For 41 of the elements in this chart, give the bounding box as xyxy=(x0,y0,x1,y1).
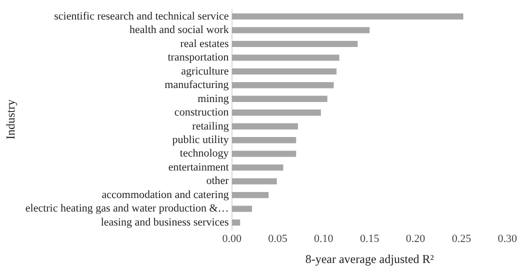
bar xyxy=(232,27,370,34)
bar xyxy=(232,13,464,20)
y-tick-label: manufacturing xyxy=(164,79,230,92)
y-tick-label: agriculture xyxy=(181,65,229,78)
y-tick-label: other xyxy=(206,175,230,188)
y-tick-label: retailing xyxy=(192,120,230,132)
bar xyxy=(232,178,277,184)
y-tick-label: mining xyxy=(198,92,230,105)
x-tick-label: 0.30 xyxy=(498,232,518,245)
x-tick-label: 0.25 xyxy=(452,232,472,245)
y-axis-title: Industry xyxy=(3,100,18,140)
bar xyxy=(232,137,296,144)
y-tick-label: leasing and business services xyxy=(100,216,229,228)
bar xyxy=(232,164,284,171)
x-tick-label: 0.20 xyxy=(406,232,426,245)
bar xyxy=(232,123,298,130)
x-tick-label: 0.05 xyxy=(268,232,288,245)
y-tick-label: electric heating gas and water production &… xyxy=(25,202,229,215)
y-tick-label: entertainment xyxy=(168,161,229,174)
y-tick-label: transportation xyxy=(168,52,230,64)
x-axis-title: 8-year average adjusted R² xyxy=(305,252,434,266)
y-tick-label: real estates xyxy=(180,38,229,50)
bar xyxy=(232,192,269,198)
y-tick-label: construction xyxy=(174,106,230,119)
x-tick-label: 0.10 xyxy=(314,232,334,245)
y-tick-label: technology xyxy=(180,148,230,160)
x-tick-label: 0.15 xyxy=(360,232,380,245)
bar xyxy=(232,96,328,102)
y-tick-label: accommodation and catering xyxy=(102,188,230,201)
bar xyxy=(232,206,252,212)
x-tick-label: 0.00 xyxy=(222,232,242,245)
bar xyxy=(232,219,240,226)
bar xyxy=(232,82,334,88)
y-tick-label: scientific research and technical service xyxy=(54,10,229,22)
bar xyxy=(232,54,340,61)
bar xyxy=(232,68,337,75)
bar xyxy=(232,40,358,48)
y-tick-label: health and social work xyxy=(130,24,230,36)
bar xyxy=(232,110,321,116)
y-tick-label: public utility xyxy=(172,134,230,146)
bar xyxy=(232,150,296,157)
